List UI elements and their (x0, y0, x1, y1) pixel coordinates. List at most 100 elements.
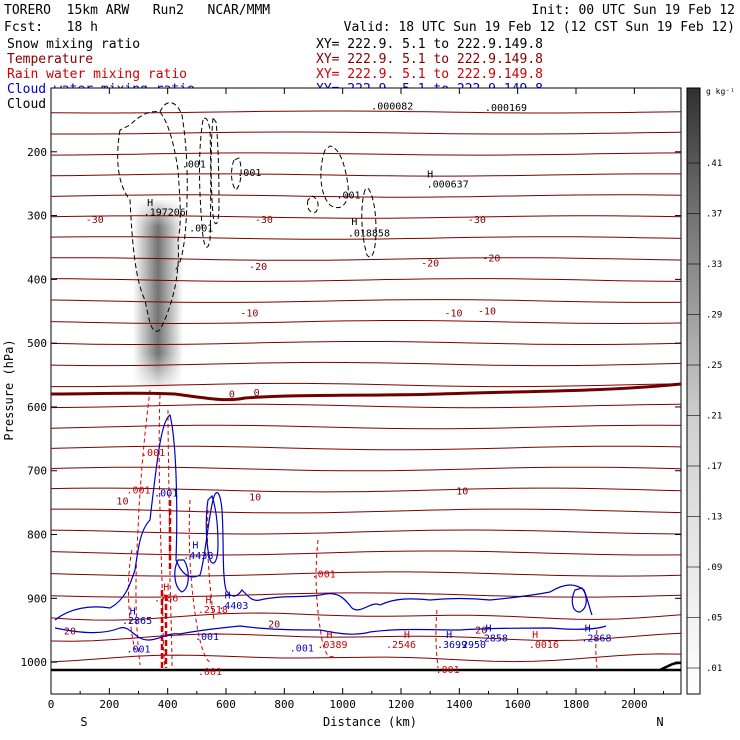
temperature-isotherms (51, 110, 681, 663)
isotherm-line (51, 403, 681, 409)
surface-terrain (659, 661, 681, 672)
colorbar-label: .13 (706, 513, 722, 523)
freezing-level-line (51, 382, 681, 402)
annotation-rain: .2546 (386, 640, 416, 651)
south-end-label: S (80, 715, 87, 729)
isotherm-label: -10 (444, 308, 462, 319)
rain-contour-mid-2 (206, 509, 215, 621)
header-title: TORERO 15km ARW Run2 NCAR/MMM (4, 3, 270, 18)
isotherm-label: 10 (456, 486, 468, 497)
isotherm-label: -30 (468, 215, 486, 226)
snow-contour-upper (159, 102, 188, 271)
y-tick-label: 700 (27, 465, 47, 478)
plot-area: -30 -30 -30 -20 -20 -20 -10 -10 -10 0 0 10 10 10 20 20 2… (50, 87, 682, 695)
annotation-rain: H (532, 630, 538, 641)
isotherm-line (51, 529, 681, 535)
annotation-cloud_water: .2865 (122, 616, 152, 627)
annotation-cloud_water: H (485, 623, 491, 634)
annotation-cloud_water: .2950 (456, 640, 486, 651)
x-tick-label: 1400 (446, 698, 473, 711)
x-tick-label: 400 (158, 698, 178, 711)
isotherm-line (51, 653, 681, 663)
colorbar-unit: g kg⁻¹ (706, 87, 735, 96)
colorbar: g kg⁻¹ .01 .05 .09 .13 .17 .21 .25 .29 .33 .37 .41 (686, 87, 735, 695)
y-axis-label: Pressure (hPa) (2, 339, 16, 440)
y-tick-label: 800 (27, 529, 47, 542)
isotherm-line (51, 131, 681, 135)
rain-contour-mid-3 (315, 539, 336, 658)
isotherm-label: 20 (64, 627, 76, 638)
isotherm-label: 0 (229, 389, 235, 400)
legend-entry-label: Temperature (7, 52, 93, 67)
snow-contour-right-tail (307, 195, 319, 213)
legend-entry-label: Rain water mixing ratio (7, 67, 187, 82)
annotation-rain: .001 (126, 486, 150, 497)
x-tick-label: 0 (48, 698, 55, 711)
annotation-cloud_water: H (446, 630, 452, 641)
annotation-rain: .786 (154, 594, 178, 605)
isotherm-label: -30 (255, 215, 273, 226)
cloud-water-contour-main (54, 414, 593, 621)
annotation-rain: H (404, 630, 410, 641)
y-tick-label: 200 (27, 146, 47, 159)
y-tick-label: 600 (27, 401, 47, 414)
legend-entry-xy: XY= 222.9. 5.1 to 222.9.149.8 (316, 67, 543, 82)
colorbar-label: .37 (706, 210, 722, 220)
legend-entry-label: Snow mixing ratio (7, 37, 140, 52)
annotation-snow: H (147, 198, 153, 209)
x-tick-label: 2000 (621, 698, 648, 711)
annotation-snow: .000637 (427, 180, 469, 191)
isotherm-line (51, 278, 681, 282)
isotherm-line (51, 550, 681, 556)
y-tick-label: 900 (27, 592, 47, 605)
isotherm-line (51, 632, 681, 642)
annotation-ice: .000169 (485, 103, 527, 114)
annotation-snow: .001 (237, 168, 261, 179)
rain-contour-mid-1 (188, 499, 211, 663)
colorbar-label: .05 (706, 614, 722, 624)
isotherm-label: -10 (240, 308, 258, 319)
header-valid-time: Valid: 18 UTC Sun 19 Feb 12 (12 CST Sun … (344, 20, 735, 35)
x-tick-label: 800 (274, 698, 294, 711)
x-tick-label: 600 (216, 698, 236, 711)
isotherm-line (51, 382, 681, 388)
y-tick-label: 1000 (21, 656, 48, 669)
annotation-rain: .0016 (529, 640, 559, 651)
annotation-rain: .2518 (198, 605, 228, 616)
isotherm-line (51, 508, 681, 514)
rain-contour-core-1 (158, 394, 166, 669)
snow-contour-narrow-1 (199, 117, 212, 248)
y-tick-label: 300 (27, 210, 47, 223)
annotation-cloud_water: .001 (126, 645, 150, 656)
x-tick-label: 1000 (329, 698, 356, 711)
rain-contour-far-1 (435, 609, 439, 669)
rain-core-bars (160, 500, 172, 668)
annotation-snow: .018858 (348, 229, 390, 240)
y-tick-label: 500 (27, 337, 47, 350)
annotation-snow: .197206 (144, 208, 186, 219)
isotherm-label: 10 (116, 497, 128, 508)
annotation-snow: H (427, 169, 433, 180)
annotation-snow: H (351, 217, 357, 228)
annotation-rain: .001 (312, 569, 336, 580)
isotherm-label: 10 (249, 493, 261, 504)
contour-annotations: .001.001.001.001H.197206H.018858H.000637… (122, 102, 611, 678)
snow-shading-mask (133, 198, 183, 392)
colorbar-label: .41 (706, 159, 722, 169)
isotherm-labels: -30 -30 -30 -20 -20 -20 -10 -10 -10 0 0 10 10 10 20 20 2… (64, 215, 501, 637)
cloud-water-contours (54, 414, 607, 641)
isotherm-line (51, 110, 681, 114)
isotherm-line (51, 320, 681, 325)
colorbar-fill (686, 87, 701, 695)
annotation-cloud_water: .2858 (478, 634, 508, 645)
legend-entry-xy: XY= 222.9. 5.1 to 222.9.149.8 (316, 52, 543, 67)
isotherm-line (51, 194, 681, 198)
snow-contours (117, 102, 377, 332)
isotherm-label: -20 (421, 259, 439, 270)
isotherm-line (51, 257, 681, 261)
annotation-cloud_water: H (224, 590, 230, 601)
x-tick-label: 1600 (504, 698, 531, 711)
colorbar-label: .29 (706, 311, 722, 321)
